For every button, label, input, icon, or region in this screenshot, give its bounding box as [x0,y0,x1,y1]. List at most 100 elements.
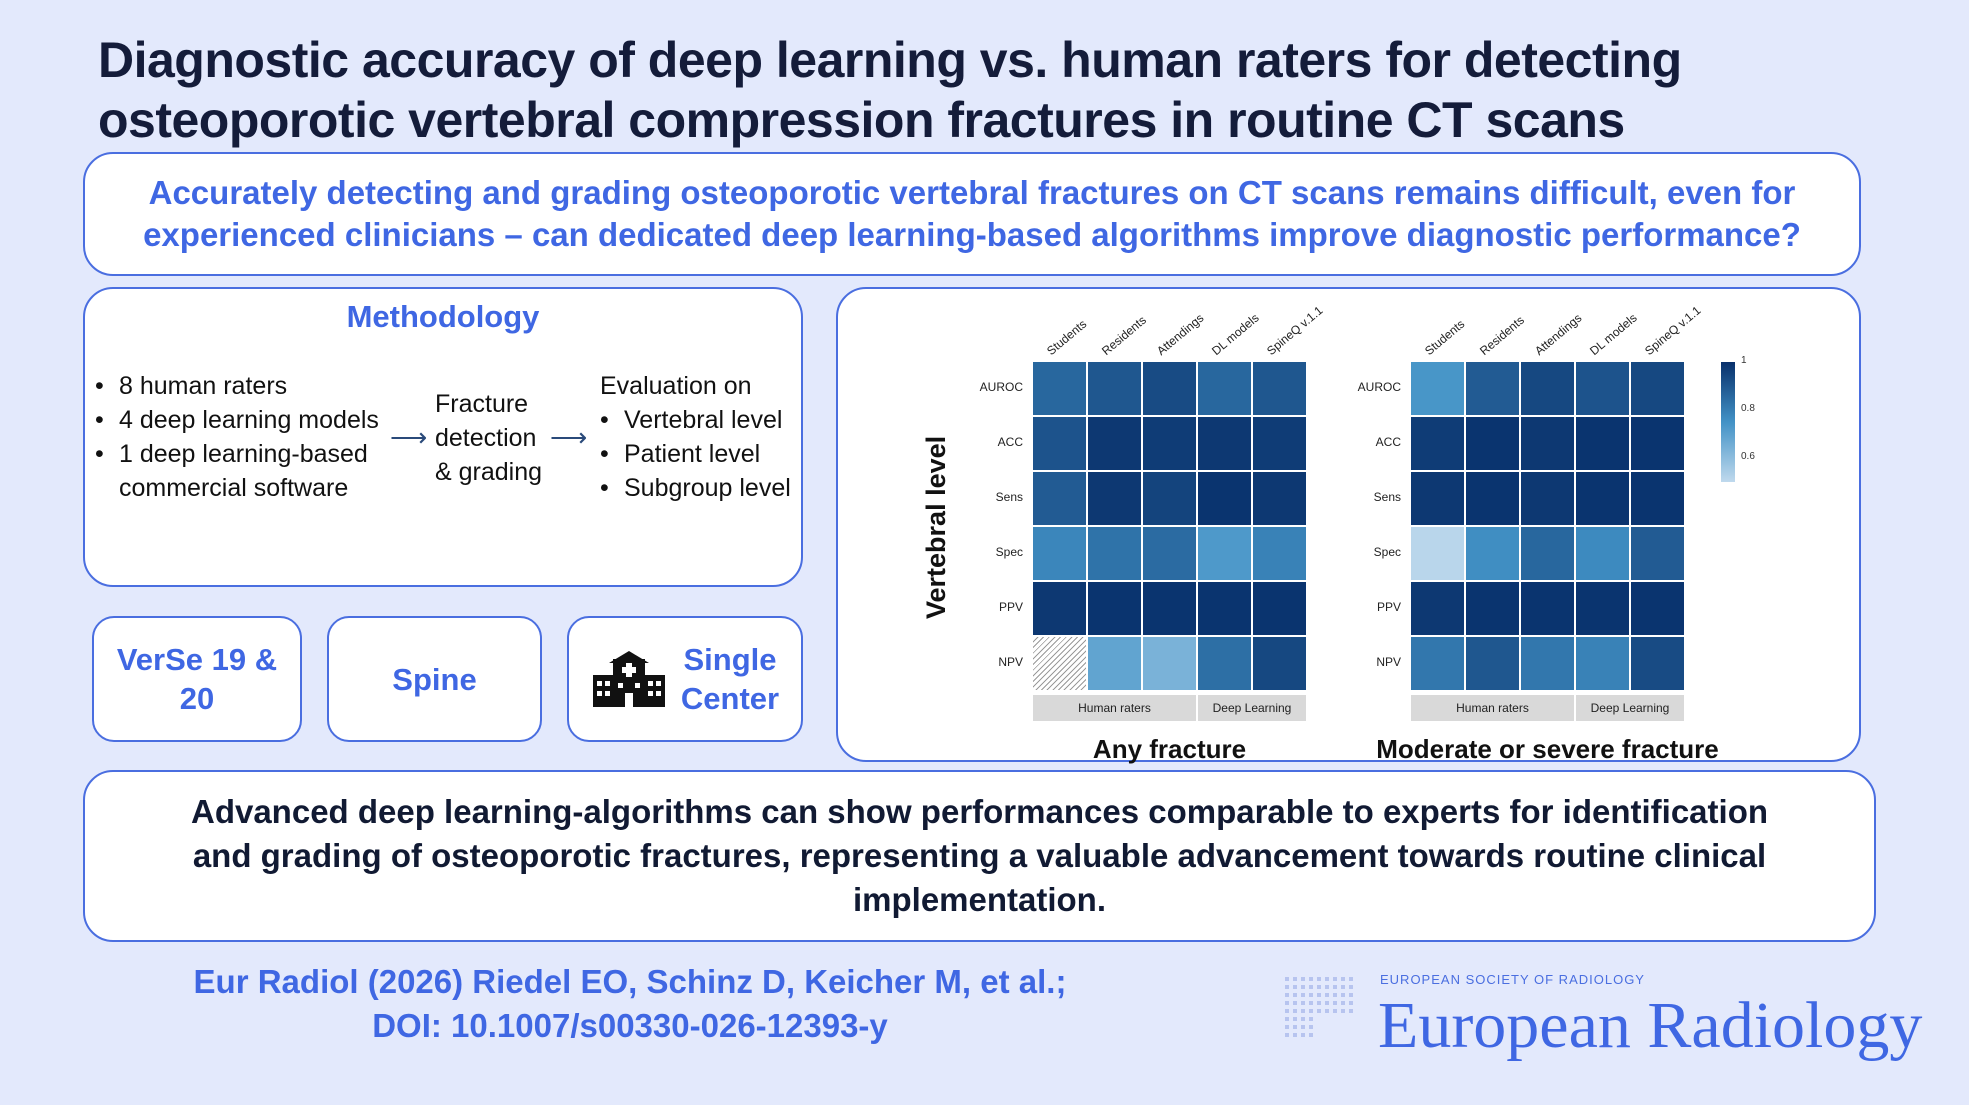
heatmap-panel: Students Residents Attendings DL models Spin… [836,287,1861,764]
group-label: Human raters [1033,695,1196,721]
process-text: Fracture detection & grading [435,390,543,486]
heatmap-cell [1576,362,1629,415]
heatmap-cell [1143,527,1196,580]
heatmap-cell [1411,362,1464,415]
colorbar-tick: 1 [1741,355,1747,366]
group-label: Deep Learning [1576,695,1684,721]
heatmap-cell [1033,472,1086,525]
heatmap-cell [1143,472,1196,525]
column-header: Students [1422,316,1468,358]
column-header: Attendings [1154,310,1207,358]
evaluation-item: Vertebral level [594,403,791,437]
heatmap-cell [1631,582,1684,635]
heatmap-cell [1253,527,1306,580]
column-header: Attendings [1532,310,1585,358]
heatmap-cell [1631,527,1684,580]
methodology-title: Methodology [346,299,540,334]
column-header: Residents [1099,312,1149,358]
column-header: DL models [1209,310,1262,358]
page-title: Diagnostic accuracy of deep learning vs.… [98,32,1682,148]
row-label: ACC [997,435,1023,449]
heatmap-cell [1466,527,1519,580]
raters-list: 8 human raters 4 deep learning models 1 … [89,369,379,505]
heatmap-cell [1466,637,1519,690]
column-header: Residents [1477,312,1527,358]
heatmap-cell [1466,417,1519,470]
heatmap-cell [1521,637,1574,690]
arrow-right-icon: ⟶ [550,422,588,452]
heatmap-cell [1521,582,1574,635]
colorbar-tick: 0.6 [1741,451,1755,462]
heatmap-cell [1576,527,1629,580]
journal-name: European Radiology [1378,989,1923,1062]
citation: Eur Radiol (2026) Riedel EO, Schinz D, K… [193,963,1067,1044]
heatmap-cell [1253,637,1306,690]
esr-logo-icon [1285,977,1353,1037]
heatmap-cell [1253,417,1306,470]
heatmap-cell [1521,417,1574,470]
research-question-panel: Accurately detecting and grading osteopo… [83,152,1861,276]
row-label: NPV [1376,655,1401,669]
heatmap-cell [1033,527,1086,580]
heatmap-cell [1576,582,1629,635]
heatmap-cell [1631,362,1684,415]
row-label: Spec [1373,545,1401,559]
rater-item: 1 deep learning-based [89,437,379,471]
hospital-icon [592,651,665,707]
chart-title: Any fracture [1092,734,1247,764]
row-label: PPV [998,600,1023,614]
heatmap-cell [1143,637,1196,690]
row-label: NPV [998,655,1023,669]
heatmap-cell [1253,362,1306,415]
heatmap-cell [1411,637,1464,690]
heatmap-cell [1411,582,1464,635]
heatmap-cell [1631,417,1684,470]
y-axis-label: Vertebral level [921,435,951,619]
arrow-right-icon: ⟶ [390,422,428,452]
heatmap-cell [1088,582,1141,635]
heatmap-cell [1033,582,1086,635]
heatmap-cell [1521,362,1574,415]
heatmap-cell [1576,637,1629,690]
heatmap-cell [1033,362,1086,415]
evaluation-title: Evaluation on [600,372,752,400]
heatmap-cell [1466,582,1519,635]
chart-title: Moderate or severe fracture [1376,734,1719,764]
rater-item: 4 deep learning models [89,403,379,437]
row-label: PPV [1376,600,1401,614]
row-label: Sens [1373,490,1401,504]
row-label: AUROC [1357,380,1401,394]
region-badge: Spine [327,616,542,742]
heatmap-cell [1411,417,1464,470]
heatmap-cell [1466,472,1519,525]
heatmap-cell [1631,472,1684,525]
evaluation-item: Subgroup level [594,471,791,505]
row-label: ACC [1375,435,1401,449]
heatmap-cell [1143,362,1196,415]
heatmap-cell [1253,472,1306,525]
heatmap-cell [1088,527,1141,580]
heatmap-cell [1466,362,1519,415]
row-label: Sens [995,490,1023,504]
center-badge: Single Center [567,616,803,742]
heatmap-cell [1033,637,1086,690]
row-label: AUROC [979,380,1023,394]
row-label: Spec [995,545,1023,559]
heatmap-cell [1576,417,1629,470]
question-line-2: experienced clinicians – can dedicated d… [143,216,1801,253]
group-label: Human raters [1411,695,1574,721]
colorbar [1721,362,1735,482]
heatmap-cell [1143,582,1196,635]
dataset-badge: VerSe 19 & 20 [92,616,302,742]
heatmap-cell [1088,637,1141,690]
heatmap-cell [1631,637,1684,690]
heatmap-cell [1198,637,1251,690]
group-label: Deep Learning [1198,695,1306,721]
heatmap-cell [1088,472,1141,525]
question-line-1: Accurately detecting and grading osteopo… [148,174,1796,211]
evaluation-list: Evaluation on Vertebral level Patient le… [600,369,791,505]
methodology-panel: Methodology 8 human raters 4 deep learni… [83,287,803,587]
rater-item-continuation: commercial software [119,474,349,502]
heatmap-container: Students Residents Attendings DL models Spin… [838,289,1859,764]
heatmap-cell [1198,417,1251,470]
